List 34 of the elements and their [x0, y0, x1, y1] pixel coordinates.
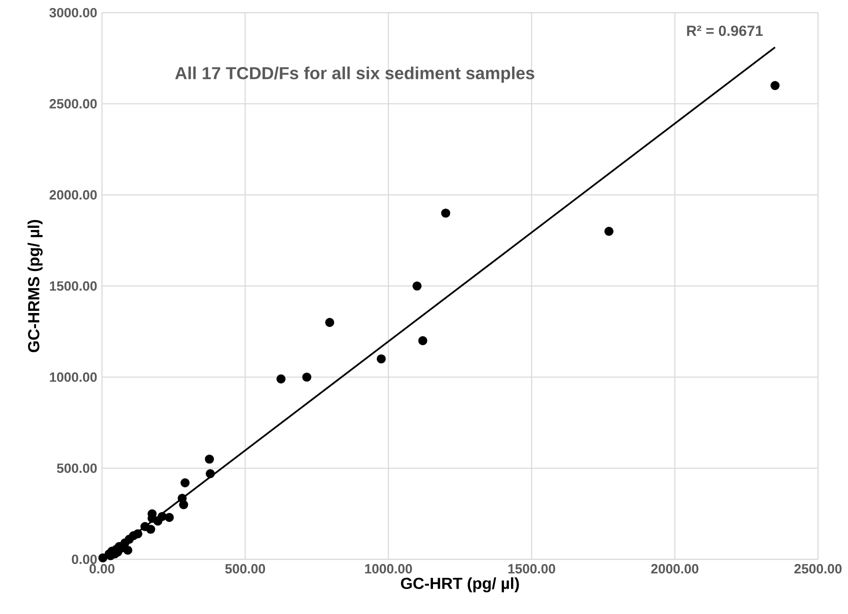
x-tick-label: 2000.00 — [651, 564, 698, 574]
y-tick-label: 0.00 — [72, 554, 97, 564]
x-tick-label: 2500.00 — [794, 564, 842, 574]
point — [98, 553, 108, 562]
point — [604, 226, 614, 236]
y-tick-label: 3000.00 — [49, 8, 97, 18]
point — [418, 336, 428, 346]
y-tick-label: 500.00 — [56, 464, 97, 473]
y-tick-label: 2500.00 — [50, 99, 97, 108]
y-tick-label: 1500.00 — [50, 281, 97, 291]
annotation: R² = 0.9671 — [687, 26, 763, 36]
y-tick-label: 2000.00 — [50, 190, 97, 200]
x-tick-label: 500.00 — [225, 564, 266, 574]
point — [376, 354, 386, 364]
point — [204, 454, 214, 464]
point — [206, 469, 215, 478]
point — [180, 478, 190, 488]
y-axis-title: GC-HRMS (pg/ µl) — [28, 220, 43, 352]
text: All 17 TCDD/Fs for all six sediment samples — [175, 66, 534, 83]
point — [164, 512, 174, 522]
x-tick-label: 1500.00 — [508, 564, 556, 574]
x-tick-label: 0.00 — [90, 564, 114, 574]
y-tick-label: 1000.00 — [50, 372, 97, 382]
point — [412, 281, 422, 291]
point — [120, 538, 130, 548]
x-axis-title: GC-HRT (pg/ µl) — [400, 577, 519, 592]
point — [302, 372, 312, 382]
point — [178, 494, 187, 503]
point — [770, 81, 780, 90]
point — [140, 522, 150, 532]
point — [441, 208, 450, 218]
x-tick-label: 1000.00 — [365, 564, 412, 574]
point — [325, 318, 334, 327]
point — [276, 374, 286, 384]
